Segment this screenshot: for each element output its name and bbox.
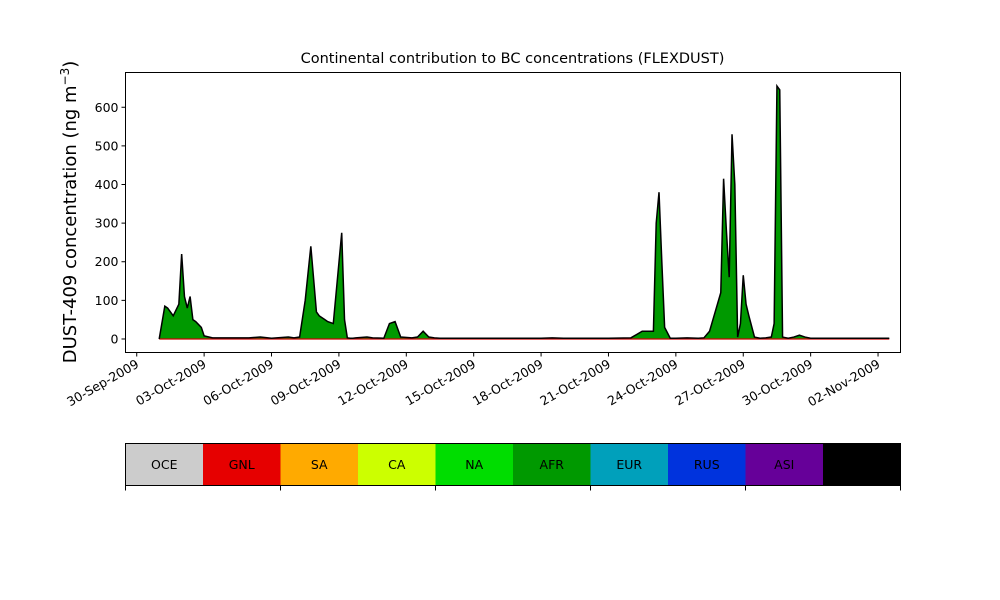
colorbar-label: CA [388, 457, 406, 472]
y-tick-label: 600 [95, 100, 119, 115]
y-tick-label: 500 [95, 138, 119, 153]
colorbar-label: OCE [151, 457, 178, 472]
colorbar-label: EUR [616, 457, 642, 472]
colorbar-cell-oce [125, 443, 203, 486]
colorbar-label: GNL [229, 457, 255, 472]
plot-area [158, 83, 890, 340]
x-axis-ticks: 30-Sep-200903-Oct-200906-Oct-200909-Oct-… [64, 352, 883, 410]
x-tick-label: 27-Oct-2009 [672, 356, 748, 408]
colorbar-label: SA [311, 457, 328, 472]
colorbar-cell-eur [590, 443, 668, 486]
colorbar-label: AFR [540, 457, 565, 472]
colorbar-cell-aus [823, 443, 901, 486]
total-outline [158, 83, 890, 340]
colorbar-cell-asi [745, 443, 823, 486]
colorbar-frame [125, 443, 901, 486]
area-series-afr [159, 86, 890, 339]
y-axis-label-sup: −3 [58, 68, 72, 86]
colorbar-label: NA [465, 457, 483, 472]
colorbar-cell-sa [280, 443, 358, 486]
x-tick-label: 30-Oct-2009 [739, 356, 815, 408]
x-tick-label: 02-Nov-2009 [805, 356, 883, 409]
y-axis-ticks: 0 100 200 300 400 500 600 [95, 100, 126, 346]
colorbar-cell-ca [358, 443, 436, 486]
colorbar-cell-na [435, 443, 513, 486]
colorbar-cell-afr [513, 443, 591, 486]
chart-title: Continental contribution to BC concentra… [301, 51, 725, 67]
x-tick-label: 12-Oct-2009 [335, 356, 411, 408]
colorbar-label: ASI [774, 457, 794, 472]
y-tick-label: 100 [95, 293, 119, 308]
y-tick-label: 400 [95, 177, 119, 192]
y-tick-label: 0 [111, 331, 119, 346]
y-tick-label: 200 [95, 254, 119, 269]
y-axis-label-close: ) [60, 61, 81, 68]
region-colorbar: OCE GNL SA CA NA AFR EUR RUS ASI AUS [125, 443, 901, 491]
colorbar-label: RUS [694, 457, 720, 472]
y-axis-label-main: DUST-409 concentration (ng m [60, 85, 81, 363]
plot-frame [125, 72, 901, 353]
x-tick-label: 18-Oct-2009 [470, 356, 546, 408]
x-tick-label: 06-Oct-2009 [200, 356, 276, 408]
colorbar-label: AUS [849, 457, 875, 472]
x-tick-label: 03-Oct-2009 [133, 356, 209, 408]
x-tick-label: 09-Oct-2009 [268, 356, 344, 408]
y-axis-label: DUST-409 concentration (ng m−3) [58, 61, 81, 364]
x-tick-label: 24-Oct-2009 [605, 356, 681, 408]
x-tick-label: 15-Oct-2009 [403, 356, 479, 408]
colorbar-cell-gnl [203, 443, 281, 486]
y-tick-label: 300 [95, 216, 119, 231]
x-tick-label: 21-Oct-2009 [537, 356, 613, 408]
colorbar-cell-rus [668, 443, 746, 486]
